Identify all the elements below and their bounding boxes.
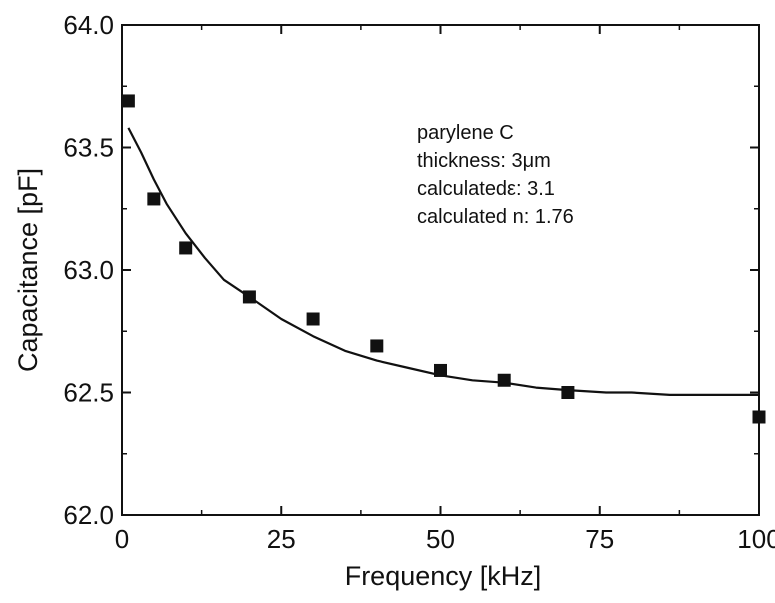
data-point: [242, 290, 256, 304]
annotation-material: parylene C: [417, 122, 514, 144]
x-tick-label: 50: [426, 524, 455, 554]
data-points: [121, 94, 766, 424]
x-tick-label: 0: [115, 524, 129, 554]
annotation-n: calculated n: 1.76: [417, 206, 574, 228]
fit-line-layer: [127, 127, 759, 396]
data-point: [147, 192, 161, 206]
data-point: [179, 241, 193, 255]
y-tick-label: 64.0: [63, 10, 114, 40]
x-tick-label: 25: [267, 524, 296, 554]
data-point: [497, 373, 511, 387]
plot-frame: [121, 24, 760, 516]
data-point: [306, 312, 320, 326]
y-tick-label: 63.0: [63, 255, 114, 285]
ticks: 0 25 50 75 100 62.0 62.5 63.0 63.5 64.0: [63, 10, 775, 554]
x-axis-title: Frequency [kHz]: [345, 561, 542, 591]
data-point: [370, 339, 384, 353]
annotation-epsilon: calculatedε: 3.1: [417, 178, 555, 200]
axes: [121, 24, 760, 516]
data-point: [752, 410, 766, 424]
y-tick-label: 62.0: [63, 500, 114, 530]
y-tick-label: 62.5: [63, 378, 114, 408]
data-point: [434, 363, 447, 377]
y-tick-label: 63.5: [63, 133, 114, 163]
x-tick-label: 75: [585, 524, 614, 554]
fit-line: [127, 127, 759, 396]
x-tick-label: 100: [737, 524, 775, 554]
annotation-thickness: thickness: 3μm: [417, 150, 551, 172]
y-axis-title: Capacitance [pF]: [13, 168, 43, 372]
annotation-box: parylene C thickness: 3μm calculatedε: 3…: [417, 122, 574, 228]
data-point: [561, 386, 575, 399]
data-point: [121, 94, 135, 108]
